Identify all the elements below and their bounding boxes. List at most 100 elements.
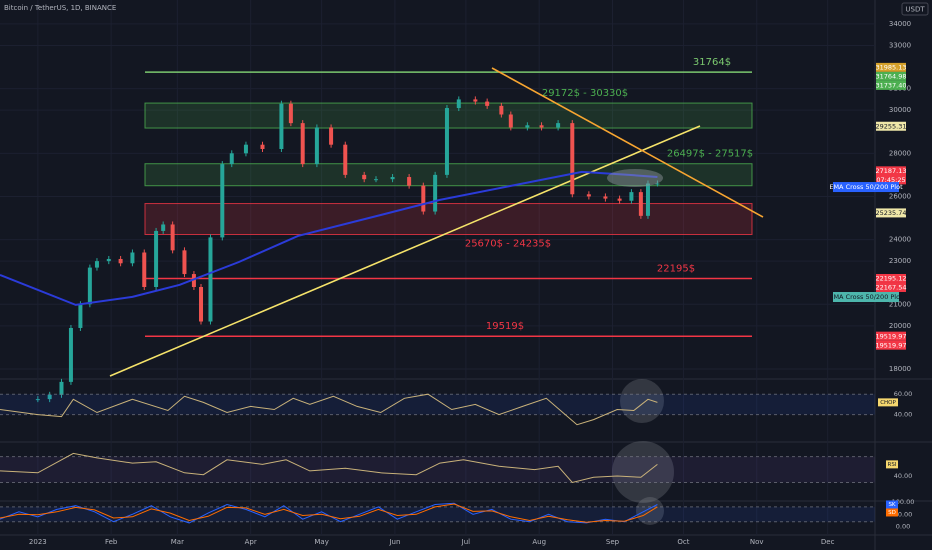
level-band bbox=[0, 456, 875, 483]
indicator-line bbox=[0, 393, 658, 426]
candle-body bbox=[78, 304, 83, 328]
x-tick-label: Nov bbox=[750, 538, 764, 546]
candle-body bbox=[473, 99, 478, 102]
price-tag bbox=[876, 71, 906, 81]
countdown: 07:45:25 bbox=[876, 176, 905, 184]
indicator-tick-label: 0.00 bbox=[896, 523, 910, 531]
y-tick-label: 34000 bbox=[889, 20, 911, 28]
y-tick-label: 24000 bbox=[889, 236, 911, 244]
indicator-tick-label: 50.00 bbox=[894, 510, 913, 518]
zone bbox=[144, 203, 753, 235]
level-label: 22195$ bbox=[657, 263, 695, 274]
candle-body bbox=[629, 192, 634, 201]
plot-label-bg bbox=[833, 182, 899, 193]
candle-body bbox=[499, 105, 504, 115]
price-tag bbox=[876, 62, 906, 72]
price-tag-label: 29255.31 bbox=[875, 122, 906, 130]
zone-label: 25670$ - 24235$ bbox=[465, 238, 551, 249]
indicator-tag-label: CHOP bbox=[880, 400, 896, 406]
candle-body bbox=[199, 287, 204, 322]
level-label: 19519$ bbox=[486, 321, 524, 332]
candle-body bbox=[655, 183, 660, 185]
indicator-tag-label: SD bbox=[888, 510, 896, 516]
candle-body bbox=[106, 258, 111, 262]
y-tick-label: 30000 bbox=[889, 106, 911, 114]
x-tick-label: Sep bbox=[606, 538, 620, 546]
candle-body bbox=[603, 196, 608, 199]
candle-body bbox=[300, 123, 305, 165]
candle-body bbox=[433, 174, 438, 212]
candle-body bbox=[645, 183, 650, 216]
zones: 29172$ - 30330$ 26497$ - 27517$ 25670$ - 2… bbox=[144, 57, 753, 337]
candle-body bbox=[288, 103, 293, 124]
price-tag bbox=[876, 273, 906, 283]
candle-body bbox=[314, 127, 319, 165]
candle-body bbox=[279, 103, 284, 150]
price-axis: 18000 20000 21000 23000 24000 26000 28000 30000… bbox=[829, 20, 911, 373]
y-tick-label: 23000 bbox=[889, 257, 911, 265]
candle-body bbox=[154, 230, 159, 288]
price-tag-label: 31985.13 bbox=[875, 64, 906, 72]
candle-body bbox=[617, 198, 622, 201]
candle-body bbox=[444, 108, 449, 175]
candle-body bbox=[329, 127, 334, 145]
candle-body bbox=[343, 144, 348, 175]
candle-body bbox=[68, 327, 73, 382]
candle-body bbox=[59, 381, 64, 395]
x-tick-label: Jul bbox=[461, 538, 471, 546]
highlight-circle bbox=[620, 379, 664, 423]
x-tick-label: Oct bbox=[677, 538, 689, 546]
candle-body bbox=[456, 99, 461, 109]
candle-body bbox=[390, 177, 395, 180]
level-label: 31764$ bbox=[693, 57, 731, 68]
plot-label: EMA Cross 50/200 Plot bbox=[829, 183, 903, 191]
indicators: 60.00 40.00 CHOP 40.00 RSI 100.00 50.00 0.00 SK S… bbox=[0, 390, 915, 531]
candle-body bbox=[118, 258, 123, 264]
price-tag bbox=[876, 340, 906, 350]
candle-body bbox=[260, 144, 265, 150]
plot-label: EMA Cross 50/200 Plot bbox=[829, 293, 903, 301]
candle-body bbox=[485, 101, 490, 106]
candle-body bbox=[229, 153, 234, 165]
candle-body bbox=[374, 179, 379, 181]
candle-body bbox=[170, 224, 175, 251]
indicator-tag bbox=[886, 460, 898, 469]
candle-body bbox=[539, 125, 544, 128]
level-band bbox=[0, 394, 875, 415]
candle-body bbox=[570, 123, 575, 195]
price-tag bbox=[876, 80, 906, 90]
price-tag bbox=[876, 208, 906, 218]
currency-box[interactable] bbox=[901, 2, 929, 16]
price-tag-label: 25235.74 bbox=[875, 209, 906, 217]
candle-body bbox=[508, 114, 513, 128]
candle-body bbox=[35, 399, 40, 401]
indicator-tick-label: 40.00 bbox=[894, 411, 913, 419]
candle-body bbox=[87, 267, 92, 305]
candle-body bbox=[407, 177, 412, 186]
indicator-tag-label: RSI bbox=[888, 462, 897, 468]
y-tick-label: 33000 bbox=[889, 41, 911, 49]
price-tag-label: 27187.13 bbox=[875, 167, 906, 175]
indicator-line bbox=[0, 503, 658, 523]
trend-line bbox=[491, 67, 764, 218]
price-tag-label: 19519.97 bbox=[875, 341, 906, 349]
y-tick-label: 21000 bbox=[889, 300, 911, 308]
zone-label: 29172$ - 30330$ bbox=[542, 88, 628, 99]
indicator-tick-label: 100.00 bbox=[892, 498, 915, 506]
price-tag-label: 31764.98 bbox=[875, 73, 906, 81]
x-tick-label: 2023 bbox=[29, 538, 47, 546]
price-tag-label: 19519.97 bbox=[875, 332, 906, 340]
candle-body bbox=[525, 125, 530, 128]
candle-body bbox=[161, 224, 166, 231]
x-tick-label: Jun bbox=[388, 538, 400, 546]
price-series bbox=[0, 96, 660, 403]
x-tick-label: Mar bbox=[171, 538, 184, 546]
price-tag bbox=[876, 331, 906, 341]
level-band bbox=[0, 506, 875, 522]
candle-body bbox=[208, 237, 213, 322]
candle-body bbox=[421, 185, 426, 212]
y-tick-label: 26000 bbox=[889, 192, 911, 200]
currency[interactable]: USDT bbox=[905, 6, 925, 14]
price-tag-label: 31737.40 bbox=[875, 82, 906, 90]
